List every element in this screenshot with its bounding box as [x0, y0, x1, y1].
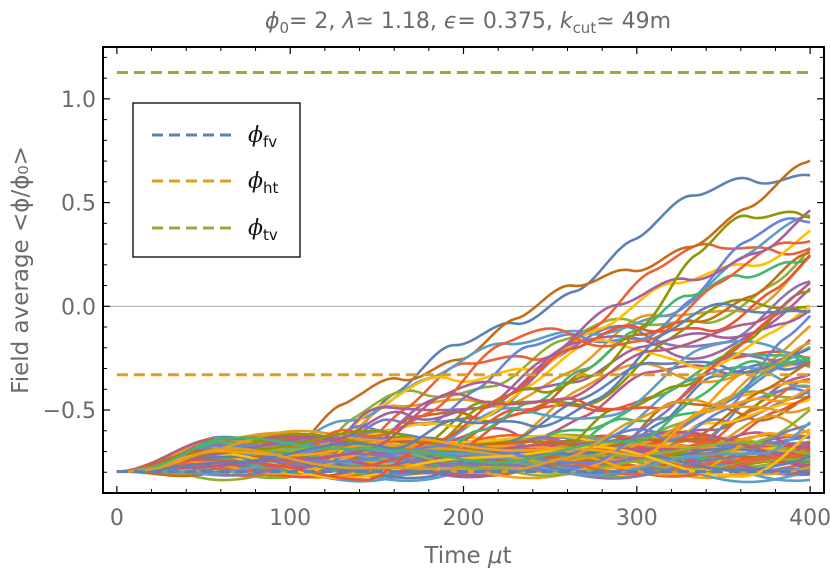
x-tick-label-0: 0 — [110, 506, 124, 531]
chart-title: ϕ0= 2, λ≃ 1.18, ϵ= 0.375, kcut≃ 49m — [265, 9, 671, 37]
legend: ϕfv ϕht ϕtv — [132, 102, 301, 258]
ensemble-curve — [116, 421, 811, 477]
x-tick-label-400: 400 — [789, 506, 830, 531]
y-axis-title: Field average <ϕ/ϕ₀> — [8, 146, 34, 394]
y-tick-label-neg0.5: −0.5 — [43, 399, 96, 424]
ensemble-curve — [116, 254, 811, 474]
ensemble-curve — [116, 302, 811, 473]
ensemble-curve — [116, 422, 811, 480]
axis-ticks — [103, 47, 824, 493]
y-tick-label-0.5: 0.5 — [61, 192, 96, 217]
x-tick-label-300: 300 — [616, 506, 658, 531]
legend-label-tv: ϕtv — [248, 216, 278, 244]
y-tick-label-1.0: 1.0 — [61, 88, 96, 113]
x-tick-label-200: 200 — [443, 506, 485, 531]
x-tick-label-100: 100 — [269, 506, 311, 531]
ensemble-curve — [116, 386, 811, 473]
y-tick-label-0.0: 0.0 — [61, 295, 96, 320]
legend-label-fv: ϕfv — [248, 123, 277, 151]
x-axis-title: Time μt — [423, 543, 511, 569]
plot-area — [103, 71, 824, 484]
legend-label-ht: ϕht — [248, 169, 279, 197]
ensemble-curve — [116, 281, 811, 473]
